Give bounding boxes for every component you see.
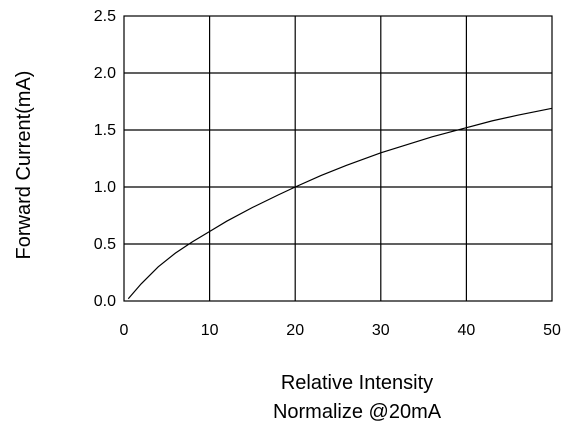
x-axis-label-line2: Normalize @20mA [273,401,442,423]
y-tick-label: 2.0 [94,65,116,82]
x-axis-label-line1: Relative Intensity [281,372,433,394]
x-tick-label: 10 [201,322,219,339]
x-tick-label: 30 [372,322,390,339]
x-axis-tick-labels: 0 10 20 30 40 50 [120,322,561,339]
y-tick-label: 1.5 [94,122,116,139]
plot-area-frame [123,15,553,302]
x-tick-label: 40 [458,322,476,339]
y-axis-tick-labels: 0.0 0.5 1.0 1.5 2.0 2.5 [94,8,116,310]
x-tick-label: 20 [286,322,304,339]
forward-current-curve [127,107,553,300]
x-tick-label: 0 [120,322,129,339]
y-axis-label: Forward Current(mA) [13,71,35,260]
y-tick-label: 1.0 [94,179,116,196]
grid-lines [124,16,552,301]
y-tick-label: 0.5 [94,236,116,253]
y-tick-label: 2.5 [94,8,116,25]
y-tick-label: 0.0 [94,293,116,310]
x-tick-label: 50 [543,322,561,339]
